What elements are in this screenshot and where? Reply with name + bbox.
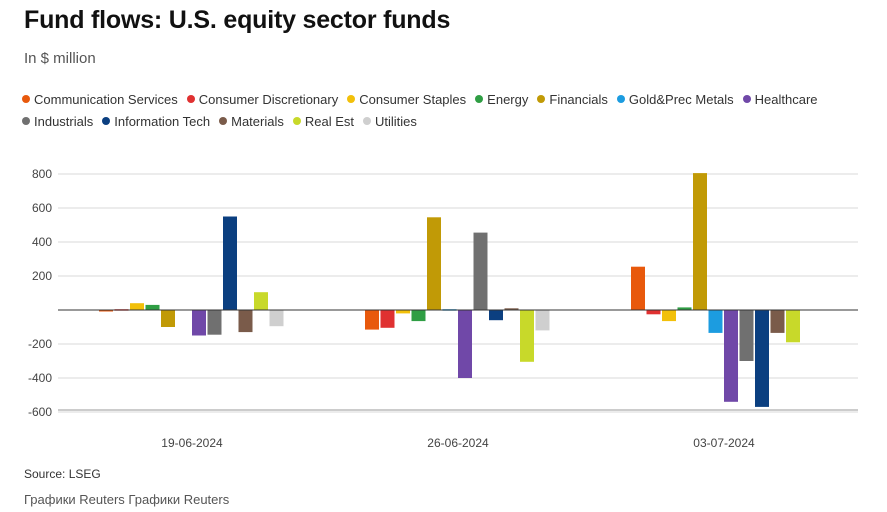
bar-energy bbox=[411, 310, 426, 322]
y-tick-label: 800 bbox=[32, 167, 52, 181]
bar-energy bbox=[677, 307, 692, 310]
chart-subtitle: In $ million bbox=[24, 50, 96, 67]
legend-item: Financials bbox=[537, 91, 608, 107]
legend-swatch bbox=[186, 95, 195, 103]
legend-swatch bbox=[219, 117, 228, 125]
legend-swatch bbox=[102, 117, 111, 125]
legend-item: Utilities bbox=[363, 113, 417, 129]
y-tick-label: 600 bbox=[32, 201, 52, 215]
bar-healthcare bbox=[724, 310, 738, 402]
bar-industrials bbox=[207, 310, 222, 335]
bar-real-est bbox=[520, 310, 534, 362]
legend: Communication Services Consumer Discretio… bbox=[22, 91, 872, 129]
y-tick-label: -400 bbox=[28, 371, 52, 385]
y-tick-label: 400 bbox=[32, 235, 52, 249]
legend-label: Real Est bbox=[304, 113, 355, 129]
legend-swatch bbox=[292, 117, 301, 125]
bar-communication-services bbox=[631, 266, 645, 310]
legend-label: Utilities bbox=[375, 113, 417, 129]
legend-label: Communication Services bbox=[34, 91, 178, 107]
legend-label: Materials bbox=[231, 113, 284, 129]
bar-industrials bbox=[473, 232, 488, 310]
bar-utilities bbox=[535, 310, 550, 331]
legend-label: Consumer Discretionary bbox=[198, 91, 339, 107]
legend-label: Energy bbox=[487, 91, 529, 107]
source-note: Source: LSEG bbox=[24, 467, 101, 481]
legend-label: Consumer Staples bbox=[359, 91, 467, 107]
bar-utilities bbox=[269, 310, 284, 327]
bar-chart: 800 600 400 200 -200 -400 -600 19-06-2024 26-06-… bbox=[28, 167, 858, 450]
legend-swatch bbox=[22, 95, 30, 103]
legend-item: Gold&Prec Metals bbox=[616, 91, 734, 107]
y-tick-label: -600 bbox=[28, 405, 52, 419]
bar-industrials bbox=[739, 310, 754, 361]
legend-label: Industrials bbox=[34, 113, 94, 129]
credit-note: Графики Reuters Графики Reuters bbox=[24, 492, 230, 507]
legend-label: Gold&Prec Metals bbox=[628, 91, 734, 107]
legend-item: Industrials bbox=[22, 113, 93, 129]
bar-information-tech bbox=[755, 310, 769, 407]
bar-financials bbox=[427, 217, 441, 310]
legend-item: Communication Services bbox=[22, 91, 178, 107]
legend-swatch bbox=[616, 95, 625, 103]
bar-materials bbox=[770, 310, 785, 333]
bar-communication-services bbox=[365, 310, 379, 330]
bar-consumer-staples bbox=[662, 310, 676, 322]
legend-item: Consumer Discretionary bbox=[186, 91, 339, 107]
bar-healthcare bbox=[458, 310, 472, 378]
legend-swatch bbox=[363, 117, 372, 125]
bar-financials bbox=[693, 173, 707, 310]
bar-real-est bbox=[786, 310, 800, 343]
bar-consumer-staples bbox=[130, 303, 144, 310]
x-tick-label: 26-06-2024 bbox=[427, 436, 489, 450]
legend-item: Consumer Staples bbox=[347, 91, 466, 107]
y-tick-label: 200 bbox=[32, 269, 52, 283]
legend-item: Healthcare bbox=[742, 91, 818, 107]
bar-consumer-discretionary bbox=[380, 310, 395, 328]
legend-label: Healthcare bbox=[754, 91, 818, 107]
x-tick-label: 19-06-2024 bbox=[161, 436, 223, 450]
legend-swatch bbox=[22, 117, 30, 125]
bar-information-tech bbox=[489, 310, 503, 321]
legend-swatch bbox=[347, 95, 356, 103]
bar-gold-prec-metals bbox=[708, 310, 723, 333]
legend-item: Real Est bbox=[292, 113, 355, 129]
bar-energy bbox=[145, 304, 160, 310]
bar-financials bbox=[161, 310, 175, 327]
bar-consumer-discretionary bbox=[646, 310, 661, 315]
bar-information-tech bbox=[223, 216, 237, 310]
bar-healthcare bbox=[192, 310, 206, 336]
bar-materials bbox=[504, 308, 519, 310]
y-tick-label: -200 bbox=[28, 337, 52, 351]
legend-swatch bbox=[475, 95, 484, 103]
chart-title: Fund flows: U.S. equity sector funds bbox=[24, 6, 451, 34]
legend-item: Information Tech bbox=[102, 113, 210, 129]
bar-real-est bbox=[254, 292, 268, 310]
legend-swatch bbox=[537, 95, 546, 103]
bar-communication-services bbox=[99, 310, 113, 312]
legend-label: Information Tech bbox=[114, 113, 211, 129]
legend-item: Energy bbox=[475, 91, 528, 107]
legend-swatch bbox=[742, 95, 751, 103]
x-tick-label: 03-07-2024 bbox=[693, 436, 755, 450]
legend-item: Materials bbox=[219, 113, 284, 129]
bar-materials bbox=[238, 310, 253, 333]
legend-label: Financials bbox=[549, 91, 608, 107]
bar-consumer-staples bbox=[396, 310, 410, 314]
